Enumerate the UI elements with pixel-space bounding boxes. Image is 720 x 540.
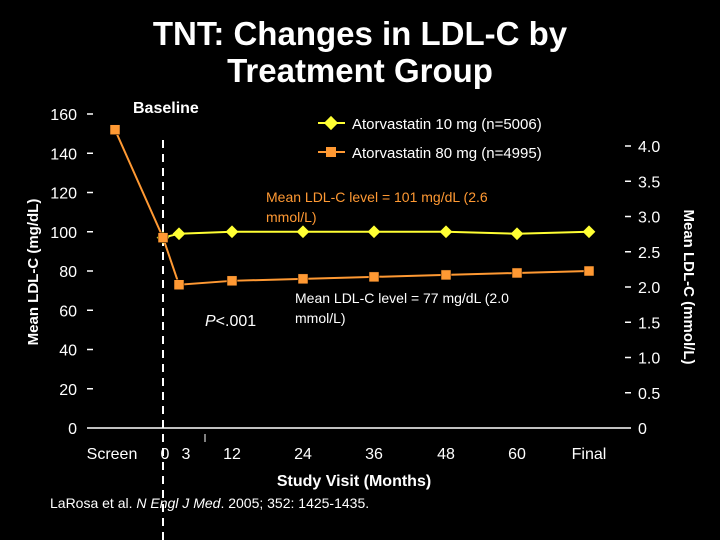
- legend: Atorvastatin 10 mg (n=5006) Atorvastatin…: [318, 115, 542, 162]
- p-value-italic: P: [205, 313, 216, 330]
- series-line-atorva-10: [162, 230, 590, 239]
- point-atorva-80-0: [157, 232, 169, 243]
- point-atorva-80-3: [173, 279, 185, 290]
- citation: LaRosa et al. N Engl J Med. 2005; 352: 1…: [50, 495, 369, 511]
- legend-label-atorva-80: Atorvastatin 80 mg (n=4995): [352, 145, 542, 162]
- y-tick-label-100: 100: [50, 225, 77, 242]
- y-tick-label-0: 0: [68, 421, 77, 438]
- x-axis-label: Study Visit (Months): [277, 473, 431, 490]
- point-atorva-10-3: [172, 227, 186, 241]
- citation-journal: N Engl J Med: [136, 495, 221, 511]
- x-tick-label-36: 36: [365, 446, 383, 463]
- legend-marker-atorva-80: [326, 147, 336, 157]
- point-atorva-80-24: [297, 273, 309, 285]
- p-value-annotation: P<.001: [205, 313, 256, 330]
- y2-tick-label-2.5: 2.5: [638, 245, 660, 262]
- point-atorva-80-60: [511, 267, 523, 279]
- x-tick-label-24: 24: [294, 446, 312, 463]
- x-tick-label-12: 12: [223, 446, 241, 463]
- y-tick-label-60: 60: [59, 303, 77, 320]
- y-tick-label-80: 80: [59, 264, 77, 281]
- right-y-axis-label: Mean LDL-C (mmol/L): [680, 210, 697, 365]
- right-y-axis-ticks: 0 0.5 1.0 1.5 2.0 2.5 3.0 3.5 4.0: [625, 139, 660, 438]
- y-tick-label-160: 160: [50, 107, 77, 124]
- citation-authors: LaRosa et al.: [50, 495, 137, 511]
- baseline-label: Baseline: [133, 100, 199, 117]
- x-tick-label-60: 60: [508, 446, 526, 463]
- annotation-mean-80-line1: Mean LDL-C level = 77 mg/dL (2.0: [295, 290, 509, 306]
- y2-tick-label-0.5: 0.5: [638, 386, 660, 403]
- x-tick-label-final: Final: [572, 446, 607, 463]
- point-atorva-10-36: [367, 225, 381, 239]
- point-atorva-80-screen: [109, 124, 121, 135]
- point-atorva-10-final: [582, 225, 596, 239]
- citation-details: . 2005; 352: 1425-1435.: [220, 495, 370, 511]
- point-atorva-80-48: [440, 269, 452, 281]
- y2-tick-label-3.5: 3.5: [638, 174, 660, 191]
- point-atorva-80-12: [226, 275, 238, 287]
- x-axis-ticks: Screen 0 3 12 24 36 48 60 Final: [87, 434, 607, 463]
- chart-series: [109, 124, 596, 290]
- point-atorva-80-36: [368, 271, 380, 283]
- x-tick-label-screen: Screen: [87, 446, 138, 463]
- point-atorva-10-60: [510, 227, 524, 241]
- slide-title-line1: TNT: Changes in LDL-C by: [152, 15, 568, 52]
- x-tick-label-0: 0: [161, 446, 170, 463]
- annotation-mean-10-line1: Mean LDL-C level = 101 mg/dL (2.6: [266, 189, 488, 205]
- y2-tick-label-3.0: 3.0: [638, 210, 660, 227]
- left-y-axis-label: Mean LDL-C (mg/dL): [25, 199, 42, 346]
- y2-tick-label-1.5: 1.5: [638, 315, 660, 332]
- point-atorva-80-final: [583, 265, 595, 277]
- y-tick-label-40: 40: [59, 343, 77, 360]
- x-tick-label-48: 48: [437, 446, 455, 463]
- y-tick-label-120: 120: [50, 186, 77, 203]
- x-tick-label-3: 3: [182, 446, 191, 463]
- y2-tick-label-2.0: 2.0: [638, 280, 660, 297]
- y2-tick-label-4.0: 4.0: [638, 139, 660, 156]
- y-tick-label-140: 140: [50, 146, 77, 163]
- p-value-rest: <.001: [216, 313, 257, 330]
- left-y-axis-ticks: 0 20 40 60 80 100 120 140 160: [50, 107, 93, 438]
- y-tick-label-20: 20: [59, 382, 77, 399]
- slide-title-line2: Treatment Group: [227, 52, 493, 89]
- y2-tick-label-1.0: 1.0: [638, 351, 660, 368]
- legend-label-atorva-10: Atorvastatin 10 mg (n=5006): [352, 116, 542, 133]
- legend-marker-atorva-10: [323, 115, 339, 131]
- point-atorva-10-48: [439, 225, 453, 239]
- point-atorva-10-24: [296, 225, 310, 239]
- point-atorva-10-12: [225, 225, 239, 239]
- y2-tick-label-0: 0: [638, 421, 647, 438]
- annotation-mean-80-line2: mmol/L): [295, 310, 346, 326]
- annotation-mean-10-line2: mmol/L): [266, 209, 317, 225]
